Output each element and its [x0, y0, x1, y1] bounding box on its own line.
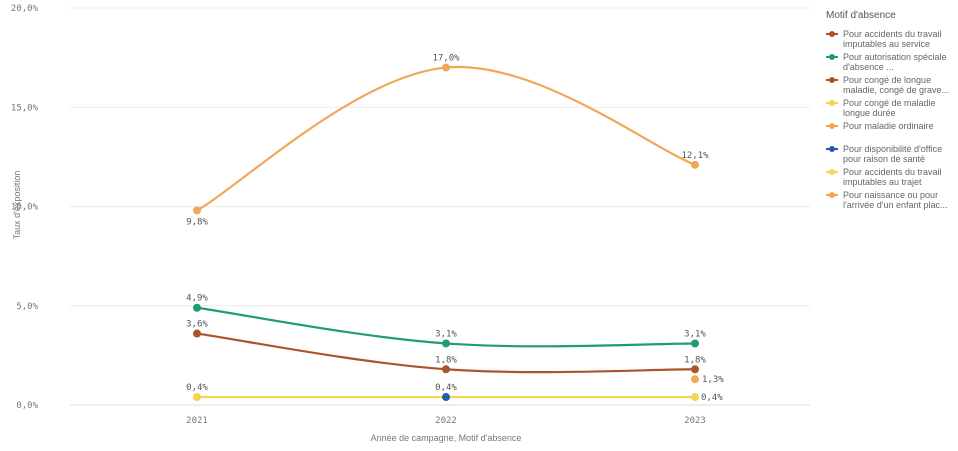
gridlines	[70, 7, 810, 406]
y-tick-label: 10,0%	[11, 203, 39, 213]
legend-label: Pour accidents du travail imputables au …	[843, 167, 942, 187]
legend-swatch	[826, 192, 838, 198]
legend-label: Pour naissance ou pour l'arrivée d'un en…	[843, 190, 948, 210]
series-0	[193, 329, 699, 374]
data-label: 4,9%	[186, 294, 208, 304]
x-tick-label: 2022	[435, 416, 457, 426]
data-label: 1,8%	[684, 355, 706, 365]
data-label: 1,3%	[702, 375, 724, 385]
series-5	[442, 393, 450, 402]
data-label: 0,4%	[186, 383, 208, 393]
data-label: 9,8%	[186, 217, 208, 227]
data-label: 12,1%	[681, 151, 709, 161]
data-point[interactable]	[691, 393, 699, 402]
legend-label: Pour congé de maladie longue durée	[843, 98, 936, 118]
series-group	[193, 63, 699, 402]
legend-item[interactable]: Pour congé de maladie longue durée	[826, 98, 958, 121]
legend-label: Pour congé de longue maladie, congé de g…	[843, 75, 950, 95]
data-point[interactable]	[193, 329, 201, 338]
x-tick-label: 2021	[186, 416, 208, 426]
series-line	[196, 65, 696, 212]
series-7	[691, 375, 699, 384]
data-point[interactable]	[691, 339, 699, 348]
legend-title: Motif d'absence	[826, 10, 896, 21]
y-tick-label: 0,0%	[16, 401, 38, 411]
legend-item[interactable]: Pour autorisation spéciale d'absence ...	[826, 52, 958, 75]
data-label: 17,0%	[432, 54, 460, 64]
data-label: 0,4%	[435, 383, 457, 393]
series-1	[193, 303, 699, 348]
data-label: 0,4%	[701, 393, 723, 403]
data-label: 1,8%	[435, 355, 457, 365]
legend-item[interactable]: Pour maladie ordinaire	[826, 121, 958, 144]
legend-item[interactable]: Pour naissance ou pour l'arrivée d'un en…	[826, 190, 958, 213]
x-axis-ticks: 2021 2022 2023	[186, 416, 706, 426]
data-point[interactable]	[691, 160, 699, 169]
x-axis-title: Année de campagne, Motif d'absence	[371, 433, 522, 443]
legend-swatch	[826, 123, 838, 129]
legend-item[interactable]: Pour accidents du travail imputables au …	[826, 167, 958, 190]
data-point[interactable]	[442, 365, 450, 374]
data-label: 3,6%	[186, 320, 208, 330]
data-point[interactable]	[442, 339, 450, 348]
y-tick-label: 20,0%	[11, 4, 39, 14]
legend-item[interactable]: Pour congé de longue maladie, congé de g…	[826, 75, 958, 98]
legend-label: Pour accidents du travail imputables au …	[843, 29, 942, 49]
legend-swatch	[826, 100, 838, 106]
legend-swatch	[826, 54, 838, 60]
series-4	[193, 63, 699, 215]
data-label: 3,1%	[435, 329, 457, 339]
data-point[interactable]	[193, 206, 201, 215]
legend-swatch	[826, 146, 838, 152]
data-label: 3,1%	[684, 329, 706, 339]
data-labels: 3,6% 1,8% 1,8% 4,9% 3,1% 3,1% 0,4% 0,4% 9,8% 17,0…	[186, 54, 724, 404]
legend-items: Pour accidents du travail imputables au …	[826, 29, 958, 213]
legend-label: Pour maladie ordinaire	[843, 121, 934, 131]
x-tick-label: 2023	[684, 416, 706, 426]
data-point[interactable]	[193, 303, 201, 312]
data-point[interactable]	[691, 375, 699, 384]
legend-swatch	[826, 77, 838, 83]
legend-label: Pour autorisation spéciale d'absence ...	[843, 52, 947, 72]
data-point[interactable]	[442, 63, 450, 72]
legend-swatch	[826, 31, 838, 37]
y-tick-label: 15,0%	[11, 103, 39, 113]
legend: Motif d'absence Pour accidents du travai…	[826, 10, 958, 213]
y-tick-label: 5,0%	[16, 302, 38, 312]
legend-swatch	[826, 169, 838, 175]
data-point[interactable]	[442, 393, 450, 402]
y-axis-title: Taux d'exposition	[12, 171, 22, 240]
y-axis-ticks: 0,0% 5,0% 10,0% 15,0% 20,0%	[11, 4, 39, 411]
legend-item[interactable]: Pour accidents du travail imputables au …	[826, 29, 958, 52]
data-point[interactable]	[193, 393, 201, 402]
legend-item[interactable]: Pour disponibilité d'office pour raison …	[826, 144, 958, 167]
data-point[interactable]	[691, 365, 699, 374]
legend-label: Pour disponibilité d'office pour raison …	[843, 144, 943, 164]
